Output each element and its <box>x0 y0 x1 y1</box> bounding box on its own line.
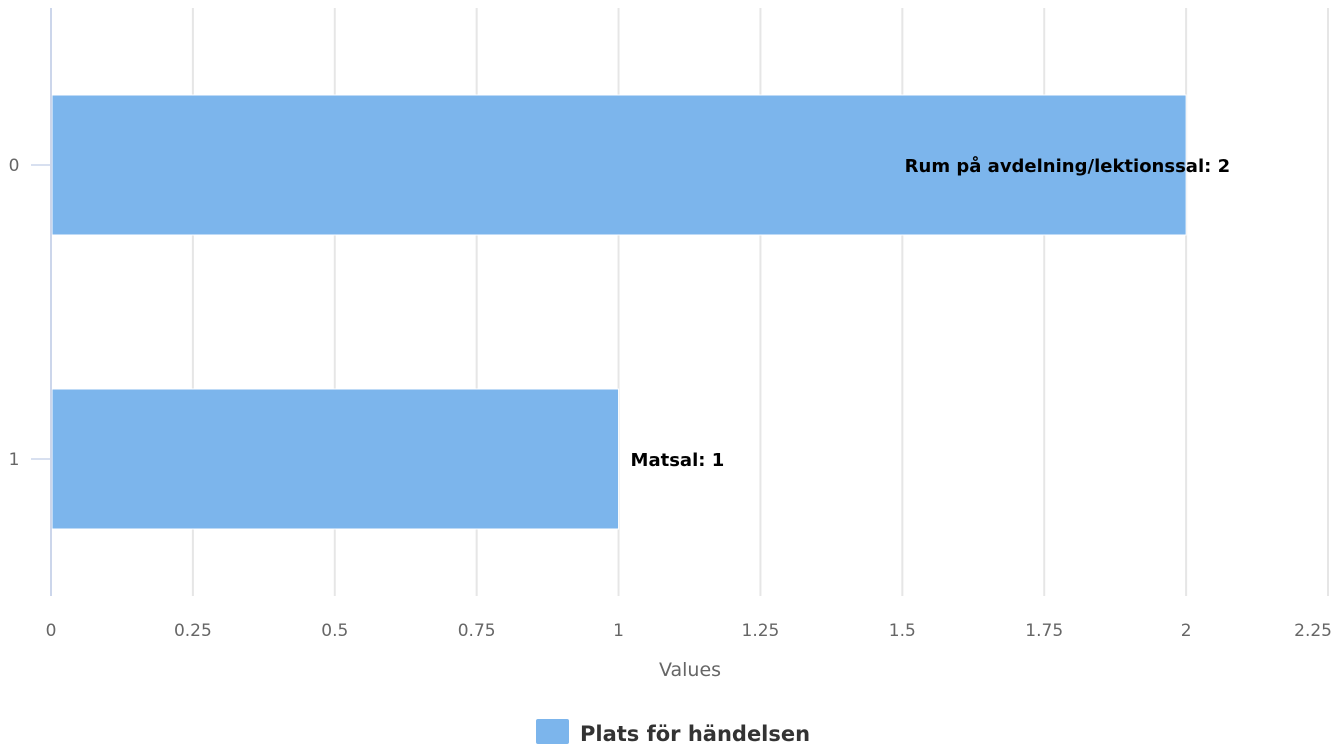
bar[interactable] <box>51 94 1187 236</box>
x-tick-label: 1.5 <box>889 621 916 641</box>
x-tick-label: 0.25 <box>174 621 212 641</box>
x-tick-label: 0 <box>46 621 57 641</box>
x-tick-label: 1.25 <box>742 621 780 641</box>
x-tick-label: 2 <box>1181 621 1192 641</box>
x-tick-label: 1 <box>613 621 624 641</box>
x-tick-label: 2.25 <box>1294 621 1332 641</box>
legend-swatch <box>536 719 569 744</box>
axes: 0 0.25 0.5 0.75 1 1.25 1.5 1.75 2 2.25 0 1 <box>9 8 1332 641</box>
data-label: Matsal: 1 <box>631 450 725 471</box>
legend[interactable]: Plats för händelsen <box>536 719 810 746</box>
bar[interactable] <box>51 388 620 530</box>
x-tick-label: 1.75 <box>1025 621 1063 641</box>
x-tick-label: 0.75 <box>458 621 496 641</box>
data-labels: Rum på avdelning/lektionssal: 2 Matsal: 1 <box>631 155 1231 471</box>
y-tick-label: 1 <box>9 450 20 470</box>
legend-label: Plats för händelsen <box>580 722 810 746</box>
y-tick-label: 0 <box>9 156 20 176</box>
data-label: Rum på avdelning/lektionssal: 2 <box>905 155 1230 177</box>
x-tick-label: 0.5 <box>321 621 348 641</box>
x-axis-title: Values <box>659 659 721 681</box>
bars <box>51 94 1187 530</box>
